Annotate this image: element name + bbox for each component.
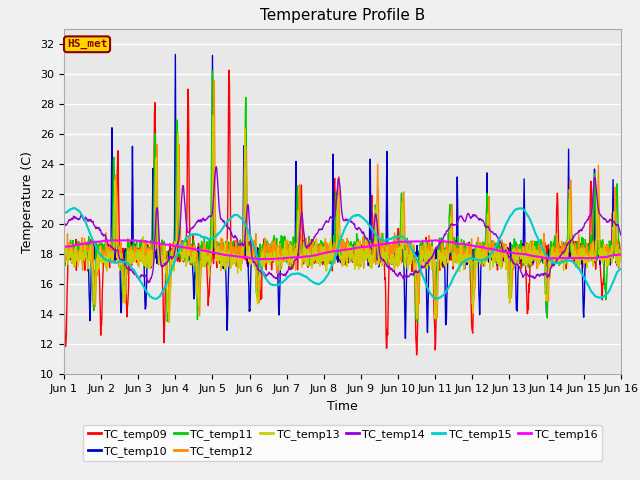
TC_temp14 [568, 237, 576, 243]
TC_temp09 [225, 67, 233, 73]
TC_temp13 [520, 257, 528, 263]
TC_temp12 [210, 78, 218, 84]
TC_temp11 [617, 247, 625, 253]
TC_temp16 [293, 254, 301, 260]
TC_temp11 [279, 234, 287, 240]
TC_temp10 [617, 251, 625, 257]
TC_temp12 [520, 250, 528, 256]
TC_temp12 [617, 250, 625, 255]
TC_temp14 [429, 254, 436, 260]
TC_temp10 [401, 336, 409, 341]
TC_temp14 [520, 273, 528, 278]
Legend: TC_temp09, TC_temp10, TC_temp11, TC_temp12, TC_temp13, TC_temp14, TC_temp15, TC_: TC_temp09, TC_temp10, TC_temp11, TC_temp… [83, 425, 602, 461]
Text: HS_met: HS_met [67, 39, 108, 49]
TC_temp15 [568, 258, 576, 264]
X-axis label: Time: Time [327, 400, 358, 413]
TC_temp11 [568, 248, 576, 254]
TC_temp16 [280, 255, 287, 261]
TC_temp12 [429, 246, 436, 252]
TC_temp09 [520, 252, 528, 258]
TC_temp13 [617, 258, 625, 264]
TC_temp11 [183, 249, 191, 254]
TC_temp10 [279, 244, 287, 250]
TC_temp10 [568, 255, 576, 261]
TC_temp09 [429, 248, 436, 253]
TC_temp14 [617, 232, 625, 238]
Title: Temperature Profile B: Temperature Profile B [260, 9, 425, 24]
TC_temp10 [292, 199, 300, 204]
TC_temp13 [568, 257, 576, 263]
TC_temp16 [617, 252, 625, 258]
TC_temp09 [617, 256, 625, 262]
TC_temp13 [293, 240, 301, 246]
TC_temp12 [165, 319, 173, 325]
TC_temp16 [184, 245, 191, 251]
Line: TC_temp10: TC_temp10 [64, 54, 621, 338]
Line: TC_temp12: TC_temp12 [64, 81, 621, 322]
TC_temp11 [413, 319, 421, 324]
TC_temp10 [520, 176, 528, 182]
TC_temp15 [520, 207, 528, 213]
TC_temp14 [60, 220, 68, 226]
Line: TC_temp14: TC_temp14 [64, 167, 621, 283]
TC_temp15 [152, 296, 160, 302]
Line: TC_temp11: TC_temp11 [64, 71, 621, 322]
TC_temp11 [520, 244, 528, 250]
TC_temp16 [122, 238, 130, 243]
TC_temp09 [568, 252, 576, 257]
TC_temp15 [429, 293, 436, 299]
TC_temp09 [279, 251, 287, 257]
TC_temp13 [280, 255, 287, 261]
Y-axis label: Temperature (C): Temperature (C) [22, 151, 35, 252]
TC_temp13 [209, 112, 217, 118]
TC_temp14 [184, 228, 191, 234]
TC_temp16 [60, 243, 68, 249]
TC_temp09 [183, 209, 191, 215]
TC_temp11 [429, 255, 436, 261]
TC_temp16 [429, 238, 436, 243]
TC_temp13 [165, 320, 173, 325]
TC_temp15 [60, 210, 68, 216]
TC_temp14 [280, 272, 287, 278]
TC_temp12 [293, 252, 301, 257]
TC_temp12 [60, 245, 68, 251]
TC_temp16 [520, 251, 528, 257]
Line: TC_temp09: TC_temp09 [64, 70, 621, 355]
TC_temp15 [617, 266, 625, 272]
Line: TC_temp16: TC_temp16 [64, 240, 621, 259]
Line: TC_temp15: TC_temp15 [64, 208, 621, 299]
TC_temp15 [280, 279, 287, 285]
TC_temp16 [266, 256, 273, 262]
TC_temp09 [60, 288, 68, 294]
TC_temp13 [60, 259, 68, 264]
TC_temp12 [568, 245, 576, 251]
TC_temp16 [568, 255, 576, 261]
TC_temp10 [184, 252, 191, 257]
TC_temp10 [172, 51, 179, 57]
TC_temp14 [145, 280, 152, 286]
TC_temp12 [184, 256, 191, 262]
TC_temp09 [413, 352, 420, 358]
TC_temp11 [292, 221, 300, 227]
TC_temp14 [212, 164, 220, 170]
TC_temp12 [280, 254, 287, 260]
TC_temp15 [293, 271, 301, 276]
TC_temp09 [292, 248, 300, 254]
TC_temp10 [429, 255, 436, 261]
TC_temp10 [60, 245, 68, 251]
TC_temp11 [60, 236, 68, 242]
Line: TC_temp13: TC_temp13 [64, 115, 621, 323]
TC_temp11 [209, 68, 216, 74]
TC_temp13 [184, 260, 191, 266]
TC_temp14 [293, 255, 301, 261]
TC_temp15 [70, 205, 78, 211]
TC_temp13 [429, 258, 436, 264]
TC_temp15 [184, 234, 191, 240]
